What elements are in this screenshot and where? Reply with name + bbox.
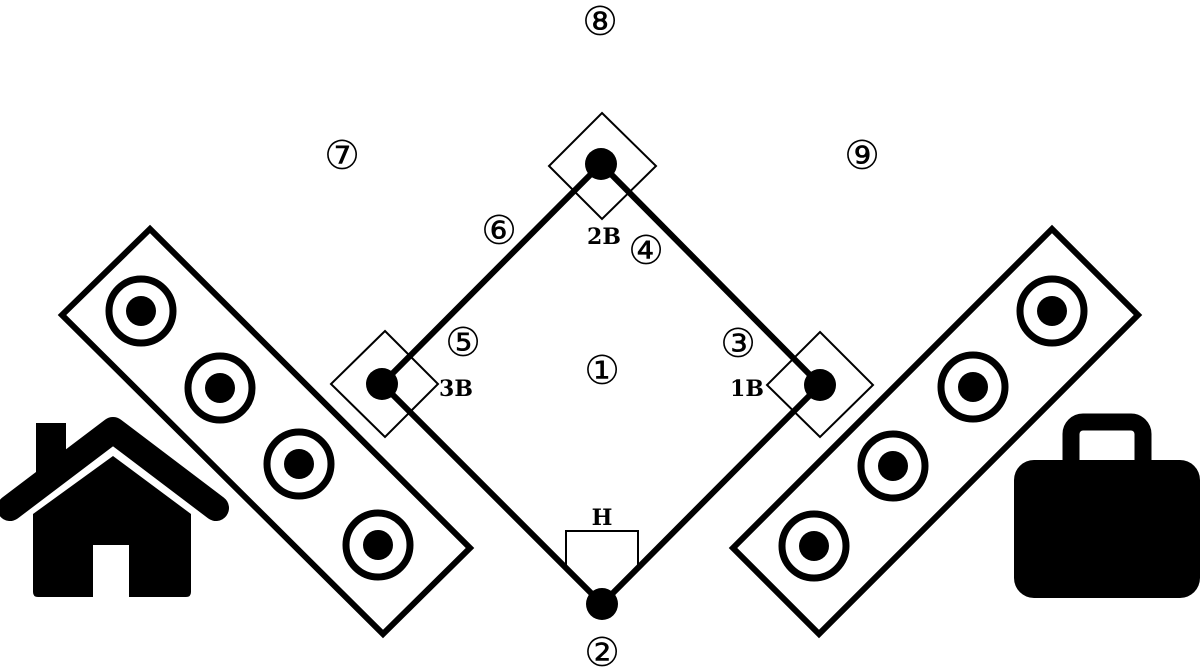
home-plate-label: H xyxy=(592,505,613,531)
panel-target xyxy=(184,352,256,424)
third-base-square xyxy=(329,329,440,439)
panel-target xyxy=(778,510,850,582)
panel-target xyxy=(263,428,335,500)
right-circle-panel xyxy=(728,224,1143,639)
first-base-square xyxy=(765,330,875,439)
home-plate-box xyxy=(565,530,639,568)
position-number: ③ xyxy=(720,321,756,367)
first-base-dot xyxy=(804,369,836,401)
panel-target xyxy=(857,430,929,502)
position-number: ⑧ xyxy=(582,0,618,45)
position-number: ⑥ xyxy=(481,208,517,254)
home-plate-dot xyxy=(586,588,618,620)
second-base-label: 2B xyxy=(587,224,621,250)
second-base-square xyxy=(547,111,658,221)
third-base-label: 3B xyxy=(439,376,473,402)
left-circle-panel xyxy=(57,224,475,639)
house-icon xyxy=(0,417,229,597)
position-number: ② xyxy=(584,630,620,672)
first-base-label: 1B xyxy=(730,376,764,402)
position-number: ④ xyxy=(628,228,664,274)
panel-target xyxy=(105,275,177,347)
panel-target xyxy=(1016,275,1088,347)
position-number: ⑨ xyxy=(844,133,880,179)
panel-target xyxy=(937,351,1009,423)
third-base-dot xyxy=(366,368,398,400)
briefcase-icon xyxy=(1014,413,1200,598)
position-number: ⑦ xyxy=(324,133,360,179)
position-number: ① xyxy=(584,348,620,394)
position-number: ⑤ xyxy=(445,320,481,366)
second-base-dot xyxy=(585,148,617,180)
panel-target xyxy=(342,509,414,581)
